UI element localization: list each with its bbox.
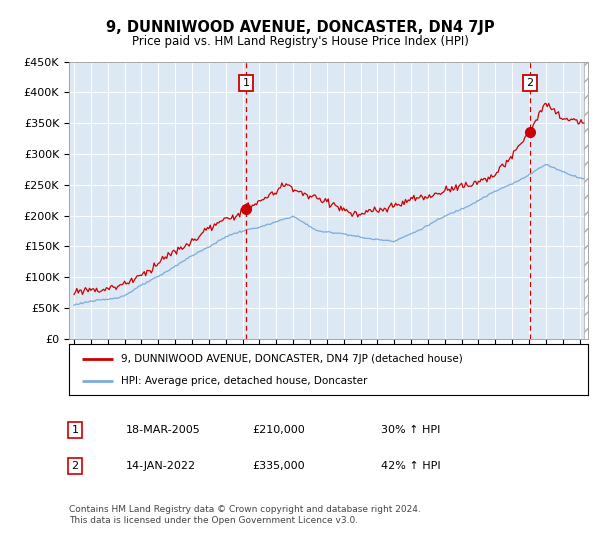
Text: 42% ↑ HPI: 42% ↑ HPI bbox=[381, 461, 440, 471]
Text: 2: 2 bbox=[71, 461, 79, 471]
Text: 1: 1 bbox=[242, 78, 250, 88]
Text: £335,000: £335,000 bbox=[252, 461, 305, 471]
Text: 18-MAR-2005: 18-MAR-2005 bbox=[126, 425, 201, 435]
Text: 9, DUNNIWOOD AVENUE, DONCASTER, DN4 7JP: 9, DUNNIWOOD AVENUE, DONCASTER, DN4 7JP bbox=[106, 20, 494, 35]
Text: 2: 2 bbox=[526, 78, 533, 88]
Text: 1: 1 bbox=[71, 425, 79, 435]
Text: £210,000: £210,000 bbox=[252, 425, 305, 435]
Text: Price paid vs. HM Land Registry's House Price Index (HPI): Price paid vs. HM Land Registry's House … bbox=[131, 35, 469, 48]
Text: 9, DUNNIWOOD AVENUE, DONCASTER, DN4 7JP (detached house): 9, DUNNIWOOD AVENUE, DONCASTER, DN4 7JP … bbox=[121, 353, 463, 363]
Text: 30% ↑ HPI: 30% ↑ HPI bbox=[381, 425, 440, 435]
Text: HPI: Average price, detached house, Doncaster: HPI: Average price, detached house, Donc… bbox=[121, 376, 367, 386]
Text: Contains HM Land Registry data © Crown copyright and database right 2024.
This d: Contains HM Land Registry data © Crown c… bbox=[69, 505, 421, 525]
Text: 14-JAN-2022: 14-JAN-2022 bbox=[126, 461, 196, 471]
